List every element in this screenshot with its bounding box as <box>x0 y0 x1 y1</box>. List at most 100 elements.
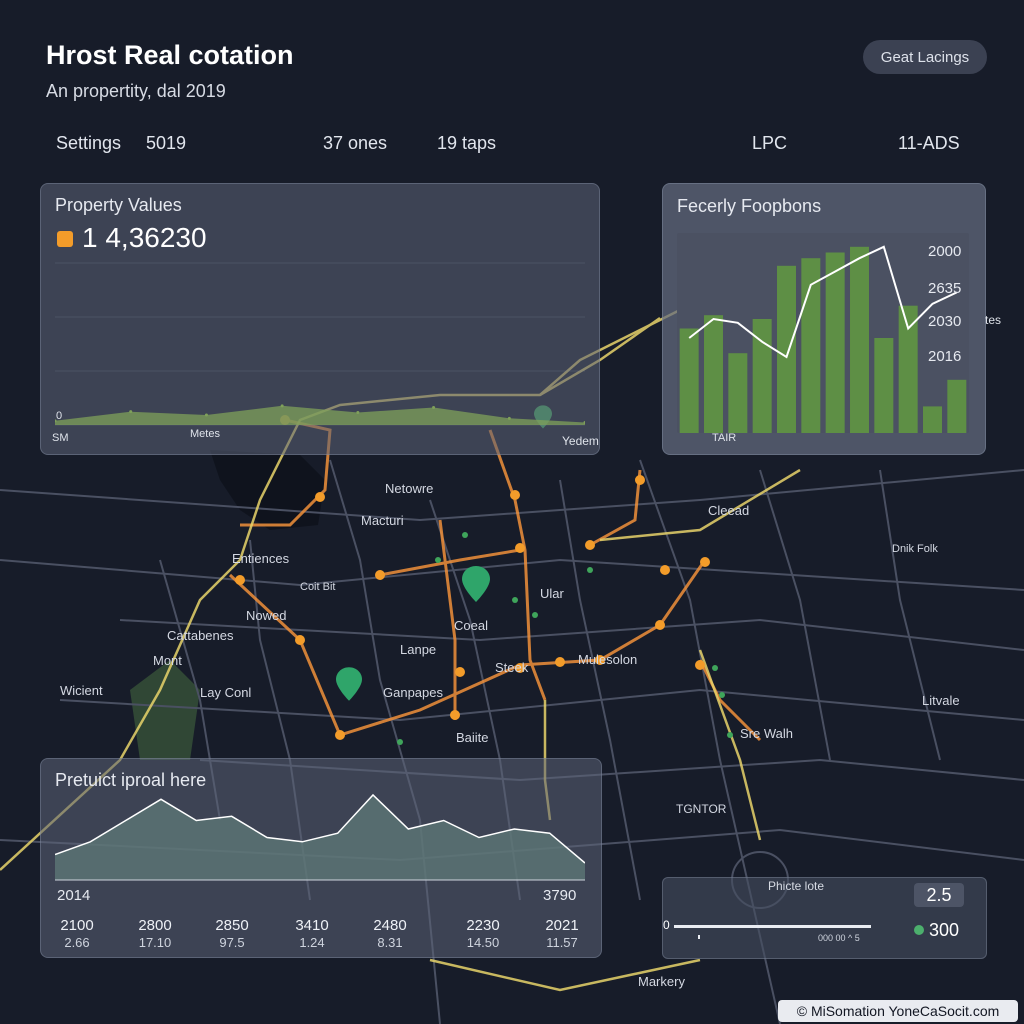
trend-line <box>688 245 958 359</box>
property-values-title: Property Values <box>55 195 182 215</box>
x-sub-label: 8.31 <box>377 935 403 950</box>
legend-start-mark: 0 <box>663 918 670 932</box>
bar <box>850 246 869 433</box>
map-label: Entiences <box>232 551 290 566</box>
prediction-chart <box>55 793 585 881</box>
map-label: Sre Walh <box>740 726 793 741</box>
map-pin-icon[interactable] <box>462 566 490 602</box>
map-label: Ganpapes <box>383 685 443 700</box>
map-label: Litvale <box>922 693 960 708</box>
stat-ones: 37 ones <box>323 133 388 153</box>
legend-slider-tick <box>698 935 700 939</box>
map-label: Netowre <box>385 481 434 496</box>
data-point <box>204 413 208 417</box>
x-tick-label: 2021 <box>545 917 579 934</box>
map-pin-icon[interactable] <box>336 667 362 701</box>
axis-right-label: Yedem <box>562 434 599 448</box>
bar <box>679 328 699 433</box>
area-series <box>55 405 585 425</box>
bar <box>947 379 967 433</box>
listings-button[interactable]: Geat Lacings <box>863 40 987 74</box>
green-dots <box>397 532 733 745</box>
map-label: Lanpe <box>400 642 437 657</box>
data-point <box>129 410 133 414</box>
map-label: Mont <box>153 653 182 668</box>
cut-label: tes <box>985 313 1002 327</box>
legend-slider-track[interactable] <box>674 925 871 928</box>
legend-title: Phicte lote <box>768 879 825 893</box>
property-value: 1 4,36230 <box>82 222 207 253</box>
x-tick-label: 3410 <box>295 917 329 934</box>
stat-lpc: LPC <box>752 133 788 153</box>
series-line <box>55 793 585 864</box>
x-sub-label: 11.57 <box>546 935 578 950</box>
bar <box>777 265 796 433</box>
bar-chart-title: Fecerly Foopbons <box>677 196 822 216</box>
data-point <box>280 404 284 408</box>
map-label: Coeal <box>454 618 488 633</box>
bar <box>704 315 723 433</box>
chart-background <box>677 233 969 433</box>
value-marker-icon <box>57 231 73 247</box>
x-tick-label: 2230 <box>466 917 500 934</box>
legend-value[interactable]: 2.5 <box>914 883 964 907</box>
page-subtitle: An propertity, dal 2019 <box>46 81 226 101</box>
stat-year: 5019 <box>146 133 187 153</box>
prediction-right-value: 3790 <box>543 887 577 904</box>
map-label: Nowed <box>246 608 287 623</box>
bar <box>898 305 918 433</box>
data-point <box>55 419 57 423</box>
x-sub-label: 2.66 <box>64 935 90 950</box>
x-sub-label: 97.5 <box>219 935 245 950</box>
y-tick-label: 2000 <box>928 243 962 260</box>
map-label: Steek <box>495 660 529 675</box>
map-label: Cattabenes <box>167 628 234 643</box>
y-tick-label: 2030 <box>928 313 962 330</box>
x-sub-label: 14.50 <box>466 935 500 950</box>
x-tick-label: 2800 <box>138 917 172 934</box>
y-tick-label: 2635 <box>928 280 962 297</box>
x-sub-label: 17.10 <box>138 935 172 950</box>
bar <box>825 252 845 433</box>
bar <box>752 319 772 433</box>
legend-scale-text: 000 00 ^ 5 <box>818 933 860 943</box>
orange-roads <box>228 418 762 742</box>
x-axis-label: TAIR <box>712 432 737 444</box>
junction-dots <box>235 415 710 740</box>
page-title: Hrost Real cotation <box>46 40 294 70</box>
map-label: Ular <box>540 586 564 601</box>
bar <box>923 406 942 433</box>
bar <box>728 353 748 433</box>
map-label: Coit Bit <box>300 581 336 593</box>
map-label: Wicient <box>60 683 103 698</box>
data-point <box>583 421 585 424</box>
legend-count: 300 <box>929 920 960 940</box>
property-values-chart <box>55 262 585 426</box>
map-label: Mulesolon <box>578 652 638 667</box>
prediction-left-value: 2014 <box>57 887 91 904</box>
axis-mid-label: Metes <box>190 428 220 440</box>
data-point <box>507 416 511 420</box>
bar <box>874 338 894 433</box>
park-area <box>130 660 200 760</box>
map-label: Baiite <box>456 730 489 745</box>
stat-taps: 19 taps <box>437 133 497 153</box>
y-tick-label: 2016 <box>928 348 962 365</box>
stat-ads: 11-ADS <box>898 133 960 153</box>
data-point <box>356 411 360 414</box>
x-sub-label: 1.24 <box>299 935 325 950</box>
x-tick-label: 2100 <box>60 917 94 934</box>
lake <box>210 450 325 530</box>
x-tick-label: 2850 <box>215 917 249 934</box>
attribution-badge[interactable]: © MiSomation YoneCaSocit.com <box>778 1000 1018 1022</box>
map-label: TGNTOR <box>676 802 727 816</box>
area-series <box>55 795 585 880</box>
map-label: Cleead <box>708 503 750 518</box>
settings-link[interactable]: Settings <box>56 133 122 153</box>
map-label: Macturi <box>361 513 404 528</box>
map-label: Dnik Folk <box>892 543 938 555</box>
x-tick-label: 2480 <box>373 917 407 934</box>
bar-chart <box>677 233 969 433</box>
map-label: Lay Conl <box>200 685 252 700</box>
axis-left-label: SM <box>52 432 69 444</box>
